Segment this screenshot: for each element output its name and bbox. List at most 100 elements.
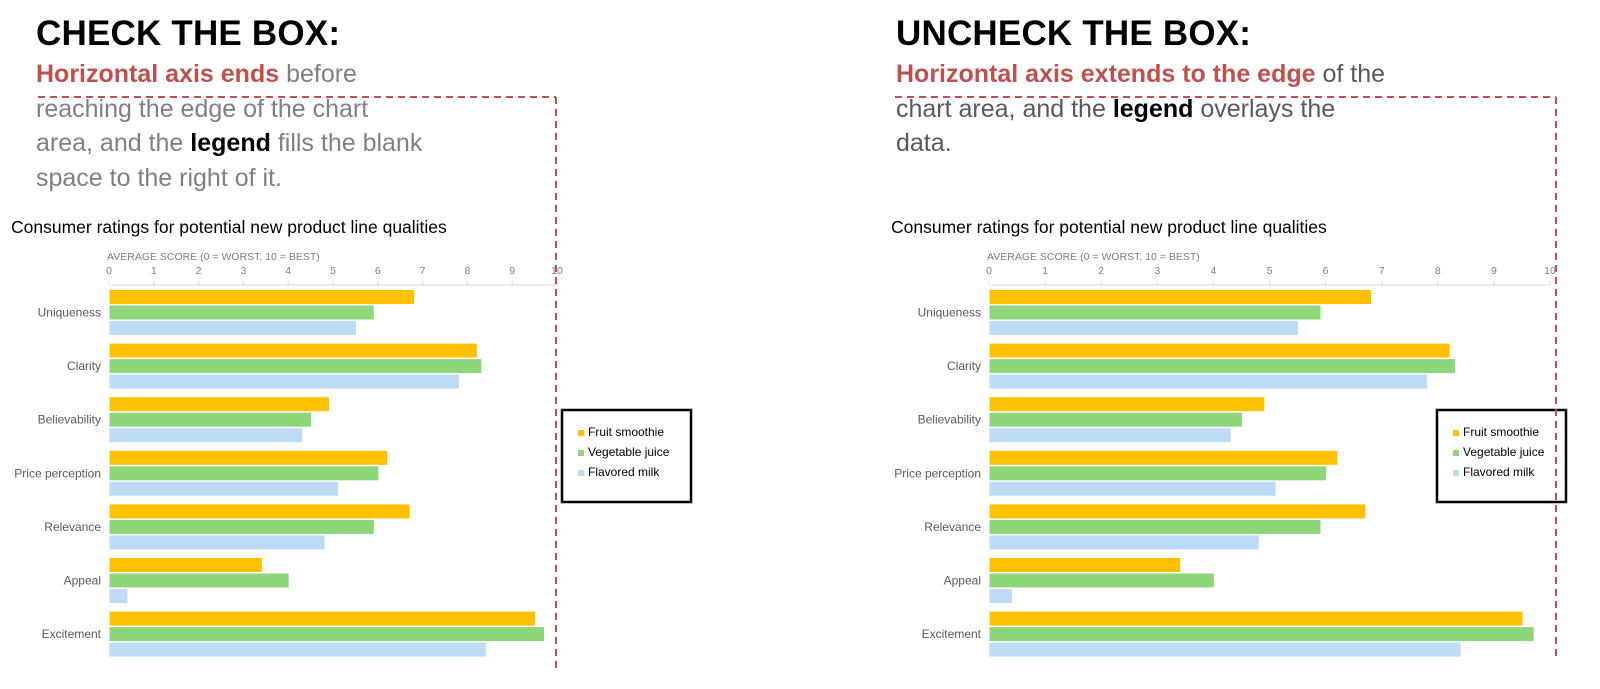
x-tick-label: 4 [285, 265, 291, 277]
bar [989, 504, 1366, 519]
bar [989, 519, 1321, 534]
bar [109, 558, 262, 572]
bar [989, 343, 1450, 358]
bar [989, 321, 1299, 335]
bar [989, 558, 1181, 572]
bar [109, 290, 415, 304]
legend-label: Fruit smoothie [588, 425, 664, 439]
description-bold: legend [190, 129, 271, 157]
bar [109, 343, 477, 358]
bar [989, 290, 1371, 304]
legend-swatch [578, 450, 584, 456]
legend-label: Vegetable juice [1463, 445, 1545, 459]
panel-description: Horizontal axis ends before reaching the… [36, 57, 431, 195]
x-tick-label: 6 [1323, 265, 1329, 277]
bar [989, 589, 1012, 603]
category-label: Believability [918, 413, 981, 427]
bar [989, 611, 1523, 626]
category-label: Price perception [14, 466, 101, 480]
bar [989, 481, 1276, 496]
x-tick-label: 3 [1154, 265, 1160, 277]
legend-swatch [1453, 430, 1459, 436]
bar [109, 374, 459, 389]
bar [989, 627, 1534, 642]
x-tick-label: 10 [551, 265, 563, 277]
bar [989, 374, 1428, 389]
x-tick-label: 7 [1379, 265, 1385, 277]
x-tick-label: 8 [1435, 265, 1441, 277]
legend-swatch [578, 430, 584, 436]
category-label: Clarity [947, 359, 981, 373]
category-label: Clarity [67, 359, 101, 373]
x-tick-label: 0 [106, 265, 112, 277]
bar [109, 504, 410, 519]
description-text-1: of the chart area, and the [896, 60, 1386, 123]
x-axis-title: AVERAGE SCORE (0 = WORST, 10 = BEST) [107, 251, 320, 263]
bar [109, 573, 289, 588]
category-label: Relevance [924, 520, 981, 534]
description-highlight: Horizontal axis extends to the edge [896, 60, 1316, 88]
bar [109, 305, 374, 320]
panel-uncheck-the-box: UNCHECK THE BOX: Horizontal axis extends… [880, 0, 1600, 689]
x-tick-label: 8 [464, 265, 470, 277]
category-label: Appeal [64, 574, 101, 588]
bar [109, 627, 545, 642]
legend-swatch [578, 470, 584, 476]
bar [989, 412, 1242, 427]
bar [989, 397, 1265, 412]
x-tick-label: 4 [1210, 265, 1216, 277]
bar [109, 519, 374, 534]
x-tick-label: 1 [151, 265, 157, 277]
description-text-2: overlays the data. [896, 94, 1336, 158]
bar [989, 305, 1321, 320]
x-tick-label: 1 [1042, 265, 1048, 277]
bar [109, 397, 330, 412]
category-label: Excitement [42, 627, 102, 641]
bar [109, 481, 338, 496]
panel-heading: UNCHECK THE BOX: [896, 14, 1252, 53]
category-label: Appeal [944, 574, 981, 588]
legend-label: Vegetable juice [588, 445, 670, 459]
description-bold: legend [1112, 94, 1194, 123]
bar [109, 428, 303, 443]
category-label: Price perception [894, 466, 981, 480]
bar [989, 642, 1461, 657]
bar [989, 466, 1327, 481]
bar [109, 589, 128, 603]
x-tick-label: 6 [375, 265, 381, 277]
x-tick-label: 9 [509, 265, 515, 277]
bar [109, 611, 536, 626]
panel-heading: CHECK THE BOX: [36, 14, 341, 53]
x-tick-label: 10 [1544, 265, 1556, 277]
x-tick-label: 0 [986, 265, 992, 277]
bar [109, 642, 486, 657]
legend-label: Flavored milk [1463, 465, 1535, 479]
x-tick-label: 7 [420, 265, 426, 277]
x-tick-label: 5 [330, 265, 336, 277]
bar [109, 450, 388, 465]
description-text-1: before reaching the edge of the chart ar… [36, 60, 369, 157]
legend-label: Fruit smoothie [1463, 425, 1539, 439]
bar [109, 535, 325, 550]
legend-swatch [1453, 470, 1459, 476]
bar-chart: AVERAGE SCORE (0 = WORST, 10 = BEST) 0 1 2 3… [894, 96, 1568, 660]
bar [109, 466, 379, 481]
panel-description: Horizontal axis extends to the edge of t… [896, 57, 1396, 161]
legend-label: Flavored milk [588, 465, 660, 479]
x-tick-label: 2 [196, 265, 202, 277]
legend-swatch [1453, 450, 1459, 456]
category-label: Uniqueness [918, 306, 981, 320]
bar [989, 450, 1338, 465]
x-tick-label: 9 [1491, 265, 1497, 277]
x-axis-title: AVERAGE SCORE (0 = WORST, 10 = BEST) [987, 251, 1200, 263]
bar-chart: AVERAGE SCORE (0 = WORST, 10 = BEST) 0 1 2 3… [14, 96, 693, 672]
description-text-2: fills the blank space to the right of it… [36, 129, 423, 192]
x-tick-label: 3 [240, 265, 246, 277]
bar [109, 321, 356, 335]
category-label: Relevance [44, 520, 101, 534]
chart-title: Consumer ratings for potential new produ… [11, 217, 447, 237]
category-label: Excitement [922, 627, 982, 641]
panel-check-the-box: CHECK THE BOX: Horizontal axis ends befo… [11, 14, 693, 672]
bar [109, 359, 482, 374]
description-highlight: Horizontal axis ends [36, 60, 280, 88]
